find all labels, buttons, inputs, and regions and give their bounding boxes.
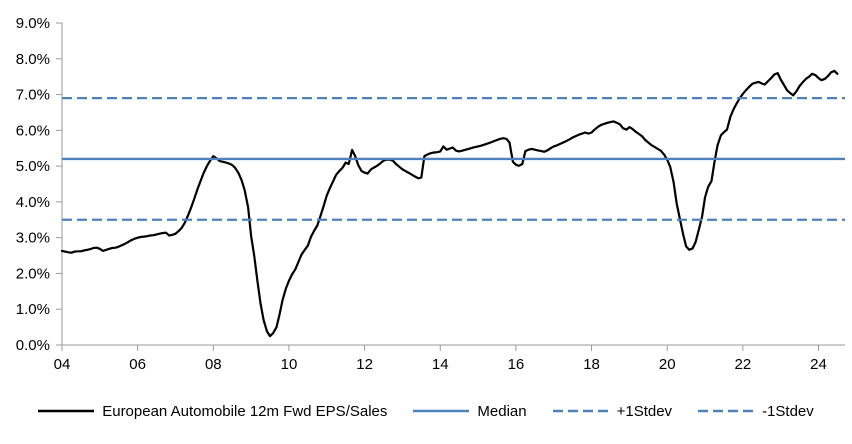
legend-item-minus1stdev: -1Stdev (698, 403, 814, 420)
x-tick-label: 22 (735, 356, 752, 373)
legend-label: -1Stdev (762, 402, 814, 420)
y-tick-label: 4.0% (16, 194, 50, 211)
y-tick-label: 0.0% (16, 337, 50, 354)
line-chart-plot: 0.0% 1.0% 2.0% 3.0% 4.0% 5.0% 6.0% 7.0% 8.0% 9.0%… (16, 15, 845, 373)
legend-label: European Automobile 12m Fwd EPS/Sales (102, 402, 388, 420)
x-tick-label: 12 (356, 356, 373, 373)
x-tick-label: 10 (281, 356, 298, 373)
x-tick-label: 04 (54, 356, 71, 373)
x-tick-label: 24 (810, 356, 827, 373)
x-tick-label: 08 (205, 356, 222, 373)
x-tick-label: 20 (659, 356, 676, 373)
median-swatch-icon (413, 409, 470, 413)
eps-series-line (60, 69, 839, 338)
y-tick-label: 5.0% (16, 158, 50, 175)
legend-label: +1Stdev (616, 402, 673, 420)
x-tick-label: 06 (129, 356, 146, 373)
legend: European Automobile 12m Fwd EPS/Sales Me… (0, 388, 852, 434)
minus1stdev-swatch-icon (698, 409, 755, 413)
plus1stdev-swatch-icon (552, 409, 609, 413)
eps-series-swatch-icon (38, 409, 95, 413)
y-tick-label: 1.0% (16, 301, 50, 318)
y-tick-label: 8.0% (16, 51, 50, 68)
x-tick-label: 18 (583, 356, 600, 373)
x-tick-label: 16 (508, 356, 525, 373)
y-tick-label: 6.0% (16, 122, 50, 139)
y-tick-label: 3.0% (16, 230, 50, 247)
legend-item-median: Median (413, 402, 527, 420)
legend-label: Median (477, 402, 527, 420)
y-tick-label: 9.0% (16, 15, 50, 32)
legend-item-eps-series: European Automobile 12m Fwd EPS/Sales (38, 403, 387, 420)
legend-item-plus1stdev: +1Stdev (552, 402, 673, 420)
x-tick-label: 14 (432, 356, 449, 373)
y-tick-label: 2.0% (16, 265, 50, 282)
y-tick-label: 7.0% (16, 87, 50, 104)
